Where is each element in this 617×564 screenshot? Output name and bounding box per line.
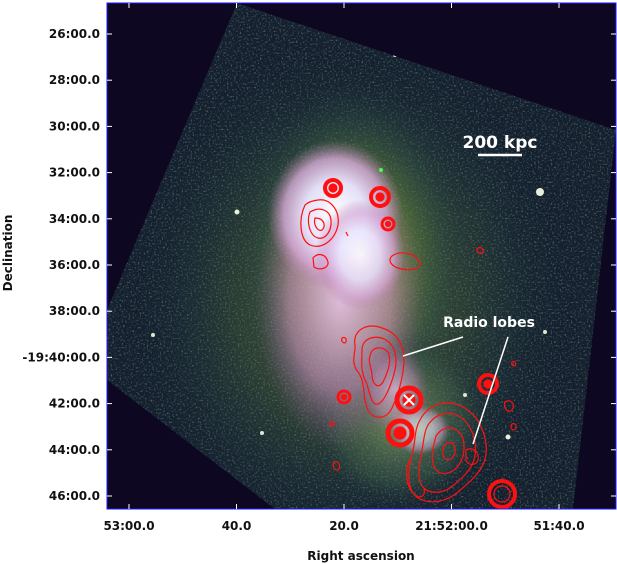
y-tick-label: 36:00.0	[49, 258, 100, 272]
x-tick-label: 20.0	[329, 519, 359, 533]
compact-radio-source	[323, 178, 343, 198]
y-tick-label: 30:00.0	[49, 119, 100, 133]
y-tick-label: 44:00.0	[49, 443, 100, 457]
scale-bar: 200 kpc	[463, 133, 538, 157]
radio-lobe	[408, 402, 487, 503]
radio-lobe	[353, 325, 405, 418]
y-tick-label: 26:00.0	[49, 27, 100, 41]
radio-contours	[300, 178, 517, 509]
compact-radio-source	[477, 373, 499, 395]
compact-radio-source	[380, 216, 396, 232]
y-axis-title: Declination	[1, 215, 15, 292]
cross-marker	[403, 394, 415, 406]
x-axis-title: Right ascension	[307, 549, 414, 563]
x-tick-label: 53:00.0	[103, 519, 154, 533]
x-tick-label: 51:40.0	[533, 519, 584, 533]
compact-radio-source	[369, 186, 391, 208]
y-tick-label: 46:00.0	[49, 489, 100, 503]
x-tick-label: 21:52:00.0	[415, 519, 488, 533]
y-tick-label: 28:00.0	[49, 73, 100, 87]
x-tick-label: 40.0	[222, 519, 252, 533]
compact-radio-source	[487, 479, 517, 509]
compact-radio-source	[336, 389, 352, 405]
lobe-pointer-line	[472, 336, 509, 445]
lobe-pointer-line	[402, 336, 464, 357]
y-tick-label: 32:00.0	[49, 166, 100, 180]
core-radio-emission	[300, 199, 339, 247]
compact-radio-source	[385, 418, 415, 448]
y-tick-label: 34:00.0	[49, 212, 100, 226]
plot-frame-border	[106, 2, 617, 510]
scale-bar-label: 200 kpc	[463, 133, 538, 153]
y-tick-label: 42:00.0	[49, 397, 100, 411]
y-tick-label: 38:00.0	[49, 304, 100, 318]
radio-lobes-annotation: Radio lobes	[402, 315, 535, 445]
radio-lobes-label: Radio lobes	[443, 315, 535, 331]
y-tick-label: -19:40:00.0	[22, 350, 100, 364]
x-axis-ticks: 53:00.0 40.0 20.0 21:52:00.0 51:40.0	[103, 3, 585, 533]
y-axis-ticks: 26:00.0 28:00.0 30:00.0 32:00.0 34:00.0 36:00…	[22, 27, 616, 503]
